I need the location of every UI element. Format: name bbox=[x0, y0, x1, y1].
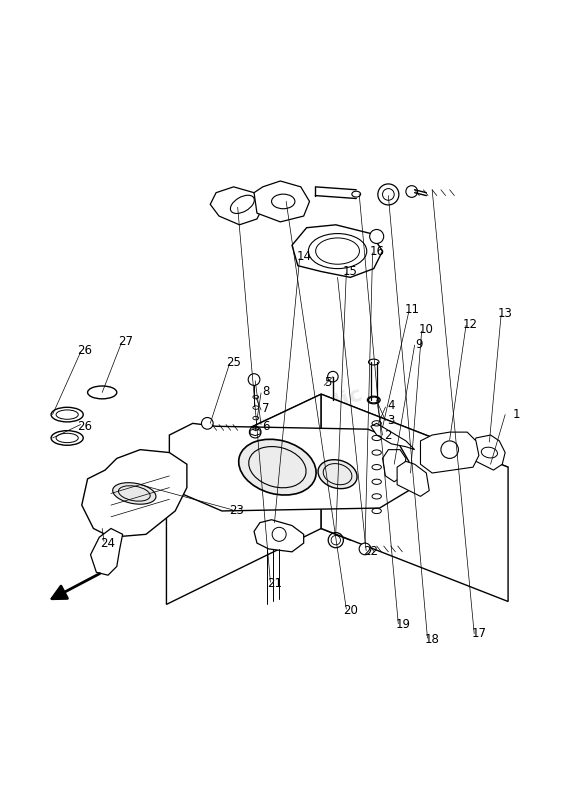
Text: 18: 18 bbox=[425, 633, 440, 646]
Text: 22: 22 bbox=[363, 546, 378, 558]
Circle shape bbox=[201, 418, 213, 429]
Text: 17: 17 bbox=[471, 627, 486, 640]
Text: 10: 10 bbox=[419, 323, 434, 337]
Polygon shape bbox=[321, 394, 508, 602]
Polygon shape bbox=[371, 423, 415, 450]
Polygon shape bbox=[166, 394, 508, 540]
Polygon shape bbox=[420, 432, 479, 473]
Polygon shape bbox=[166, 394, 321, 605]
Polygon shape bbox=[91, 529, 123, 575]
Text: 16: 16 bbox=[369, 245, 384, 258]
Polygon shape bbox=[473, 435, 505, 470]
Text: 2: 2 bbox=[385, 429, 392, 442]
Ellipse shape bbox=[51, 430, 83, 446]
Ellipse shape bbox=[88, 386, 117, 399]
Text: 20: 20 bbox=[343, 604, 358, 617]
Text: 24: 24 bbox=[100, 537, 116, 550]
Ellipse shape bbox=[51, 407, 83, 422]
Polygon shape bbox=[397, 462, 429, 496]
Text: PartsRepublic: PartsRepublic bbox=[195, 384, 366, 462]
Text: 4: 4 bbox=[388, 399, 395, 412]
Polygon shape bbox=[210, 187, 263, 225]
Text: 3: 3 bbox=[388, 414, 395, 427]
Text: 11: 11 bbox=[404, 303, 419, 316]
Ellipse shape bbox=[369, 397, 379, 403]
Circle shape bbox=[370, 230, 384, 243]
Text: 12: 12 bbox=[463, 318, 478, 330]
Text: 1: 1 bbox=[513, 408, 520, 421]
Circle shape bbox=[359, 543, 371, 554]
Text: 26: 26 bbox=[77, 420, 92, 433]
Polygon shape bbox=[169, 423, 409, 511]
Ellipse shape bbox=[113, 482, 156, 504]
Circle shape bbox=[406, 186, 418, 198]
Text: 19: 19 bbox=[395, 618, 411, 631]
Text: 8: 8 bbox=[262, 385, 269, 398]
Polygon shape bbox=[292, 225, 383, 278]
Circle shape bbox=[328, 371, 338, 382]
Text: 27: 27 bbox=[118, 335, 133, 348]
Text: 7: 7 bbox=[262, 402, 269, 415]
Ellipse shape bbox=[318, 460, 357, 489]
Text: 6: 6 bbox=[262, 420, 269, 433]
Text: 9: 9 bbox=[416, 338, 423, 351]
Text: 5: 5 bbox=[325, 376, 332, 389]
Text: 26: 26 bbox=[77, 344, 92, 357]
Polygon shape bbox=[254, 181, 310, 222]
Ellipse shape bbox=[369, 359, 379, 365]
Circle shape bbox=[378, 184, 399, 205]
Polygon shape bbox=[254, 520, 304, 552]
Text: 25: 25 bbox=[226, 355, 241, 369]
Circle shape bbox=[248, 374, 260, 386]
Polygon shape bbox=[383, 450, 406, 482]
Polygon shape bbox=[82, 450, 187, 538]
Text: 23: 23 bbox=[229, 505, 244, 518]
Text: 15: 15 bbox=[343, 265, 358, 278]
Ellipse shape bbox=[239, 439, 316, 495]
Text: 21: 21 bbox=[267, 578, 282, 590]
Text: 14: 14 bbox=[296, 250, 311, 263]
Text: 13: 13 bbox=[498, 307, 513, 320]
